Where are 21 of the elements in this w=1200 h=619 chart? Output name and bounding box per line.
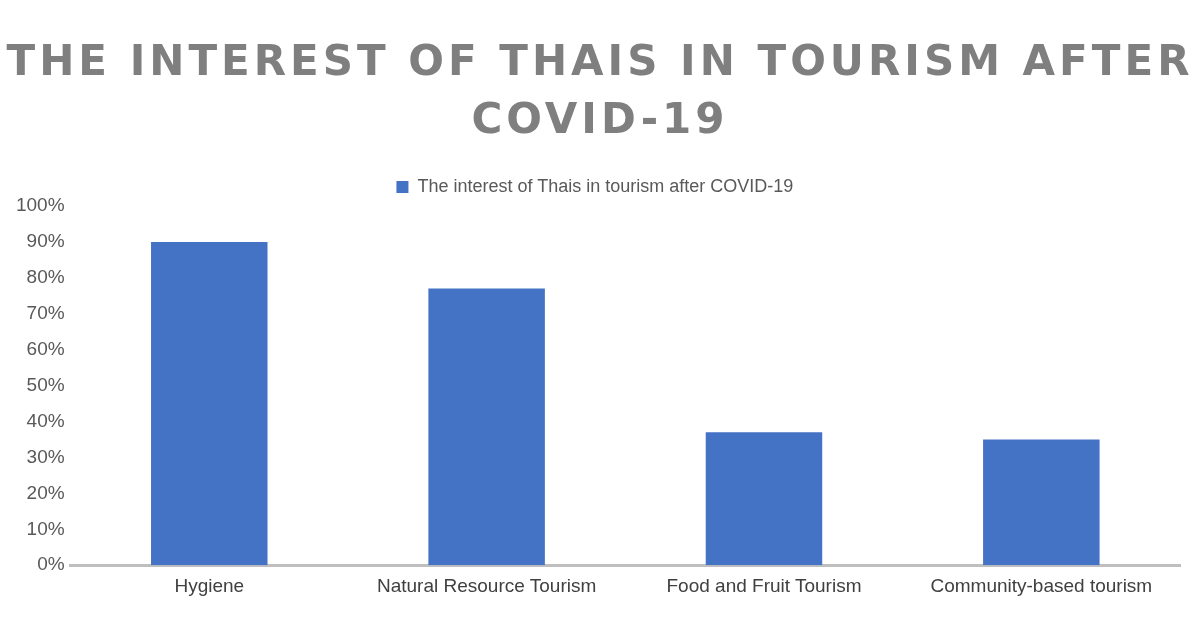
bar	[151, 241, 268, 566]
y-tick-label: 10%	[26, 517, 65, 539]
y-tick-label: 100%	[15, 194, 65, 216]
y-tick-label: 50%	[26, 373, 65, 395]
bar	[983, 439, 1100, 566]
x-tick-label: Natural Resource Tourism	[376, 574, 597, 596]
y-tick-label: 40%	[26, 409, 65, 431]
y-tick-label: 20%	[26, 481, 65, 503]
y-tick-label: 80%	[26, 266, 65, 288]
x-tick-label: Food and Fruit Tourism	[666, 574, 862, 596]
y-tick-label: 60%	[26, 337, 65, 359]
y-tick-label: 70%	[26, 301, 65, 323]
x-tick-label: Hygiene	[174, 574, 245, 596]
legend-label: The interest of Thais in tourism after COVID-19	[417, 175, 794, 196]
bar	[705, 432, 823, 566]
y-tick-label: 0%	[37, 553, 65, 575]
bar	[428, 288, 545, 566]
y-tick-label: 30%	[26, 445, 65, 467]
y-tick-label: 90%	[26, 230, 65, 252]
chart-title: THE INTEREST OF THAIS IN TOURISM AFTER COVID-19	[5, 35, 1195, 145]
x-tick-label: Community-based tourism	[930, 574, 1153, 596]
